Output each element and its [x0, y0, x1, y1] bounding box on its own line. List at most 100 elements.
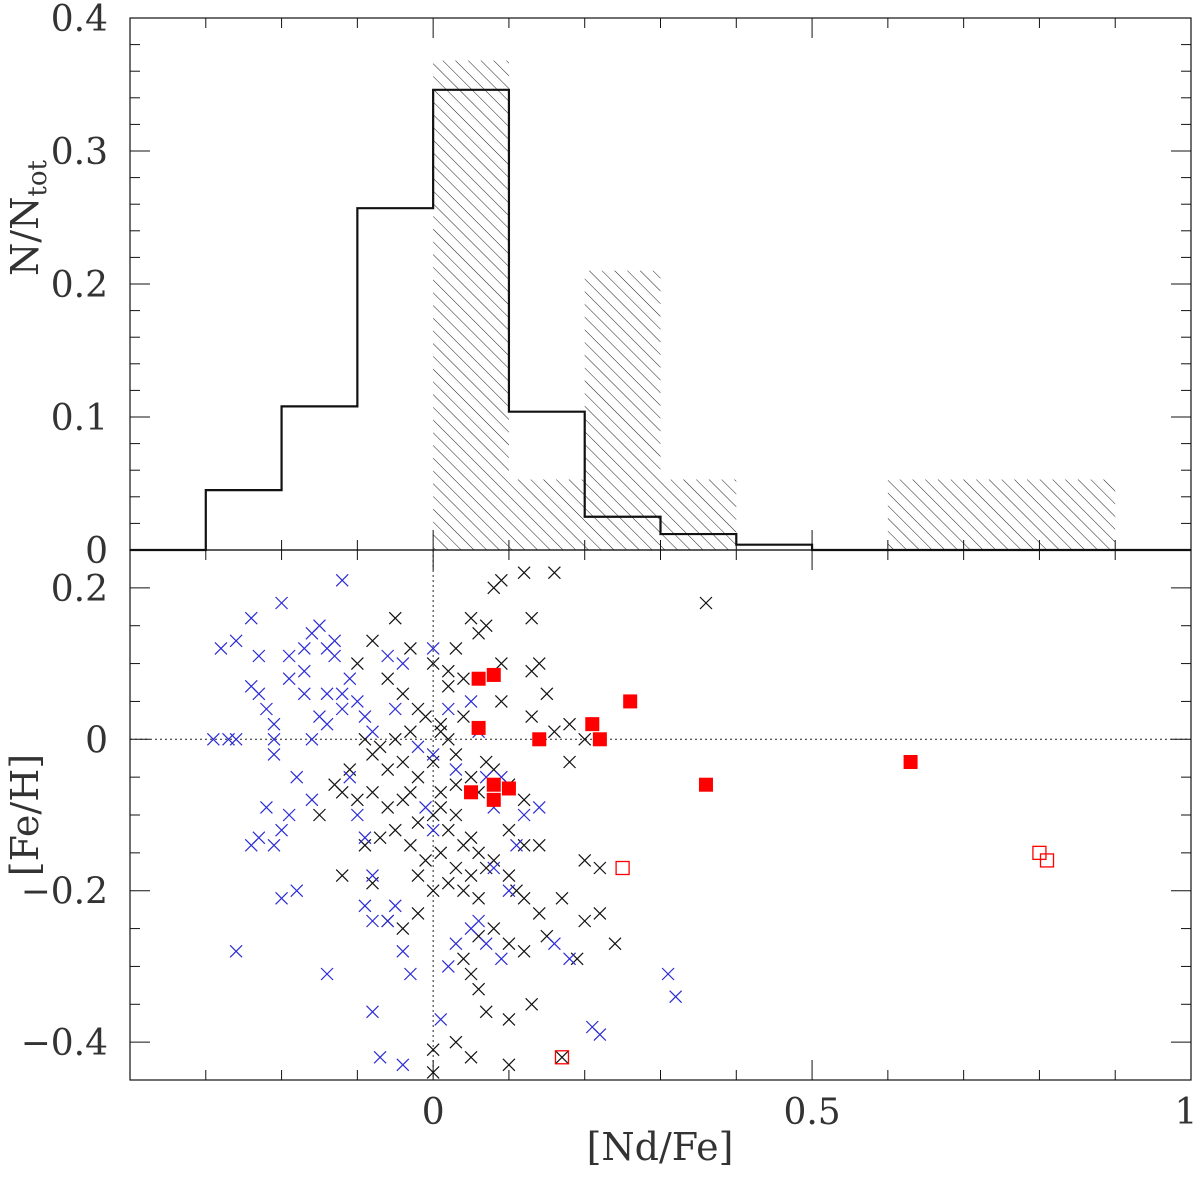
black-cross-35	[411, 816, 425, 829]
blue-cross-24	[290, 770, 304, 784]
black-cross-2	[366, 634, 379, 648]
black-cross-10	[464, 611, 478, 625]
black-cross-83	[555, 891, 569, 905]
black-cross-101	[381, 763, 395, 776]
black-cross-21	[457, 672, 470, 686]
blue-cross-50	[441, 960, 455, 973]
black-cross-102	[366, 748, 379, 761]
blue-cross-67	[426, 748, 440, 761]
open-square-2	[1039, 853, 1055, 868]
black-cross-74	[426, 1043, 440, 1057]
blue-cross-8	[282, 649, 296, 663]
black-cross-38	[441, 823, 455, 837]
blue-cross-33	[275, 891, 288, 905]
blue-cross-14	[328, 649, 342, 663]
blue-cross-21	[320, 687, 334, 701]
black-cross-46	[403, 838, 417, 852]
black-cross-116	[494, 695, 508, 708]
blue-cross-45	[403, 967, 417, 981]
black-cross-100	[396, 755, 410, 769]
black-cross-77	[555, 1050, 569, 1064]
black-cross-91	[532, 838, 546, 852]
blue-cross-10	[297, 664, 311, 678]
black-cross-9	[449, 642, 463, 655]
blue-cross-39	[366, 869, 379, 882]
open-square-3	[554, 1050, 570, 1065]
blue-cross-6	[267, 717, 281, 731]
scatter-panel: −0.4−0.200.2 0 0.5 1 [Fe/H] [Nd/Fe]	[3, 549, 1197, 1169]
black-cross-120	[434, 785, 448, 799]
black-cross-68	[464, 967, 478, 981]
blue-cross-74	[464, 695, 478, 708]
filled-square-5	[585, 717, 600, 732]
black-cross-8	[441, 664, 455, 678]
hatched-bar-2	[584, 270, 661, 550]
hatched-bar-1	[508, 479, 585, 550]
blue-cross-18	[358, 710, 372, 723]
blue-cross-43	[388, 899, 402, 913]
black-cross-94	[479, 755, 493, 769]
black-cross-7	[426, 657, 440, 670]
blue-cross-69	[449, 763, 463, 776]
black-cross-19	[479, 619, 493, 633]
blue-cross-84	[206, 732, 220, 746]
black-cross-37	[434, 801, 448, 814]
black-cross-53	[457, 884, 470, 898]
black-cross-99	[411, 770, 425, 784]
blue-cross-75	[388, 702, 402, 716]
black-cross-84	[578, 854, 592, 867]
black-cross-104	[313, 808, 326, 822]
blue-cross-0	[214, 642, 228, 655]
histogram-y-axis-label: N/Ntot	[3, 160, 53, 276]
black-cross-1	[403, 642, 417, 655]
blue-cross-54	[479, 937, 493, 951]
filled-square-0	[471, 671, 486, 686]
blue-cross-36	[343, 770, 357, 784]
blue-cross-57	[487, 861, 501, 875]
blue-cross-59	[517, 808, 531, 822]
blue-cross-76	[411, 740, 425, 754]
filled-square-11	[698, 777, 713, 792]
y-label-main: N/N	[3, 197, 47, 276]
histogram-y-tick-label: 0.3	[51, 132, 108, 173]
black-cross-75	[464, 1050, 478, 1064]
black-cross-105	[335, 869, 349, 882]
black-cross-81	[608, 937, 622, 951]
black-cross-33	[381, 801, 395, 814]
black-cross-5	[396, 687, 410, 701]
blue-cross-79	[229, 732, 243, 746]
black-cross-112	[502, 823, 516, 837]
blue-cross-12	[313, 619, 326, 633]
blue-cross-15	[335, 573, 349, 587]
blue-cross-26	[275, 823, 288, 837]
scatter-y-tick-label: 0	[85, 720, 108, 761]
blue-cross-5	[259, 702, 273, 716]
blue-cross-56	[502, 884, 516, 898]
blue-cross-25	[282, 808, 296, 822]
blue-cross-82	[297, 687, 311, 701]
black-cross-45	[419, 854, 432, 867]
black-cross-119	[563, 717, 576, 731]
black-cross-15	[547, 566, 561, 580]
black-cross-73	[449, 1035, 463, 1049]
black-cross-0	[388, 611, 402, 625]
blue-cross-46	[366, 1005, 379, 1019]
black-cross-14	[517, 566, 531, 580]
black-cross-18	[525, 664, 539, 678]
black-cross-64	[502, 937, 516, 951]
blue-cross-58	[510, 838, 523, 852]
black-cross-20	[494, 657, 508, 670]
blue-cross-78	[426, 823, 440, 837]
filled-square-2	[471, 720, 486, 735]
black-cross-32	[366, 785, 379, 799]
scatter-y-tick-labels: −0.4 −0.2 0 0.2	[21, 569, 108, 1064]
blue-cross-41	[366, 914, 379, 928]
black-cross-90	[517, 793, 531, 807]
black-cross-44	[434, 846, 448, 860]
black-cross-85	[593, 861, 607, 875]
blue-cross-86	[328, 634, 342, 648]
black-cross-70	[479, 1005, 493, 1019]
blue-cross-29	[244, 838, 258, 852]
histogram-ticks	[129, 17, 1192, 551]
